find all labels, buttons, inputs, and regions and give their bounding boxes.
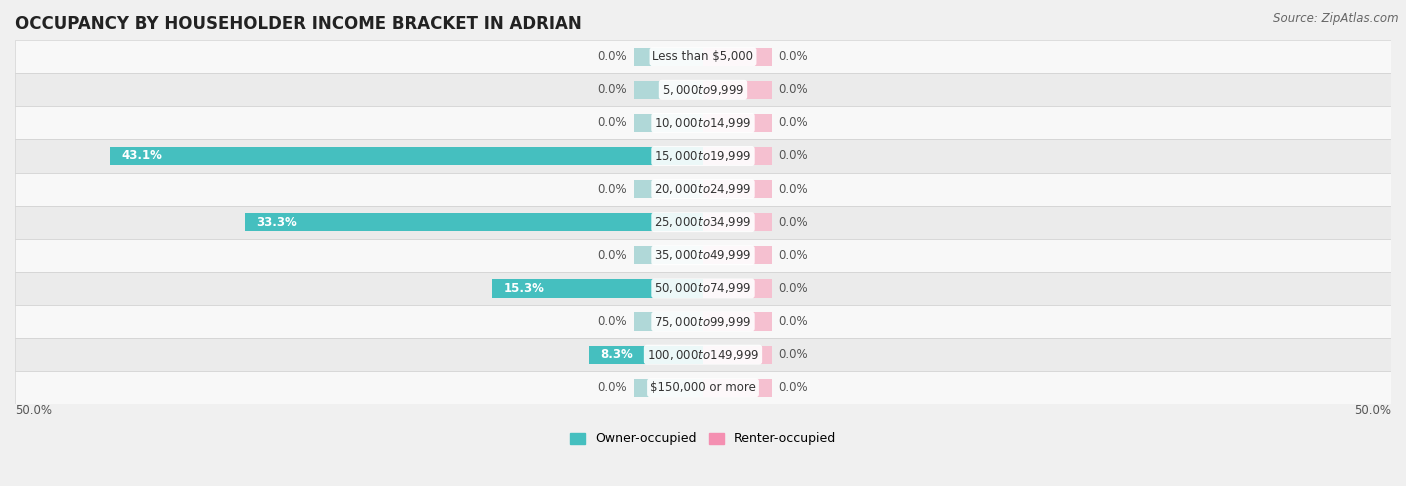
Bar <box>15 239 1391 272</box>
Text: 0.0%: 0.0% <box>779 150 808 162</box>
Bar <box>634 114 703 132</box>
Text: Source: ZipAtlas.com: Source: ZipAtlas.com <box>1274 12 1399 25</box>
Text: 43.1%: 43.1% <box>121 150 162 162</box>
Text: $150,000 or more: $150,000 or more <box>650 381 756 394</box>
Text: 0.0%: 0.0% <box>779 381 808 394</box>
Bar <box>15 40 1391 73</box>
Text: 33.3%: 33.3% <box>256 216 297 229</box>
Bar <box>703 379 772 397</box>
Text: 0.0%: 0.0% <box>598 116 627 129</box>
Text: 0.0%: 0.0% <box>779 315 808 328</box>
Bar <box>703 114 772 132</box>
Bar <box>110 147 703 165</box>
Bar <box>15 338 1391 371</box>
Text: $5,000 to $9,999: $5,000 to $9,999 <box>662 83 744 97</box>
Bar <box>703 81 772 99</box>
Bar <box>245 213 703 231</box>
Bar <box>15 106 1391 139</box>
Text: 50.0%: 50.0% <box>15 404 52 417</box>
Text: $50,000 to $74,999: $50,000 to $74,999 <box>654 281 752 295</box>
Text: Less than $5,000: Less than $5,000 <box>652 50 754 63</box>
Text: $15,000 to $19,999: $15,000 to $19,999 <box>654 149 752 163</box>
Bar <box>703 312 772 330</box>
Bar <box>703 180 772 198</box>
Text: $25,000 to $34,999: $25,000 to $34,999 <box>654 215 752 229</box>
Bar <box>15 173 1391 206</box>
Text: 0.0%: 0.0% <box>598 381 627 394</box>
Text: 0.0%: 0.0% <box>779 216 808 229</box>
Bar <box>634 246 703 264</box>
Legend: Owner-occupied, Renter-occupied: Owner-occupied, Renter-occupied <box>569 433 837 445</box>
Text: 0.0%: 0.0% <box>779 282 808 295</box>
Text: 0.0%: 0.0% <box>779 183 808 195</box>
Text: 0.0%: 0.0% <box>598 315 627 328</box>
Text: 0.0%: 0.0% <box>598 249 627 262</box>
Bar <box>703 48 772 66</box>
Bar <box>634 312 703 330</box>
Bar <box>634 379 703 397</box>
Text: 0.0%: 0.0% <box>598 183 627 195</box>
Bar <box>15 73 1391 106</box>
Bar <box>492 279 703 297</box>
Bar <box>703 213 772 231</box>
Text: $10,000 to $14,999: $10,000 to $14,999 <box>654 116 752 130</box>
Bar <box>15 139 1391 173</box>
Bar <box>634 81 703 99</box>
Text: $100,000 to $149,999: $100,000 to $149,999 <box>647 347 759 362</box>
Bar <box>15 206 1391 239</box>
Text: 0.0%: 0.0% <box>598 50 627 63</box>
Text: 0.0%: 0.0% <box>779 116 808 129</box>
Text: $35,000 to $49,999: $35,000 to $49,999 <box>654 248 752 262</box>
Bar <box>703 147 772 165</box>
Text: 0.0%: 0.0% <box>779 50 808 63</box>
Bar <box>634 48 703 66</box>
Text: 0.0%: 0.0% <box>779 348 808 361</box>
Text: 0.0%: 0.0% <box>779 83 808 96</box>
Text: 8.3%: 8.3% <box>600 348 633 361</box>
Text: 0.0%: 0.0% <box>598 83 627 96</box>
Text: 15.3%: 15.3% <box>503 282 544 295</box>
Bar <box>589 346 703 364</box>
Text: OCCUPANCY BY HOUSEHOLDER INCOME BRACKET IN ADRIAN: OCCUPANCY BY HOUSEHOLDER INCOME BRACKET … <box>15 15 582 33</box>
Bar <box>703 246 772 264</box>
Text: 50.0%: 50.0% <box>1354 404 1391 417</box>
Bar <box>703 279 772 297</box>
Bar <box>15 272 1391 305</box>
Text: 0.0%: 0.0% <box>779 249 808 262</box>
Bar <box>703 346 772 364</box>
Bar <box>15 371 1391 404</box>
Bar <box>15 305 1391 338</box>
Bar <box>634 180 703 198</box>
Text: $20,000 to $24,999: $20,000 to $24,999 <box>654 182 752 196</box>
Text: $75,000 to $99,999: $75,000 to $99,999 <box>654 314 752 329</box>
